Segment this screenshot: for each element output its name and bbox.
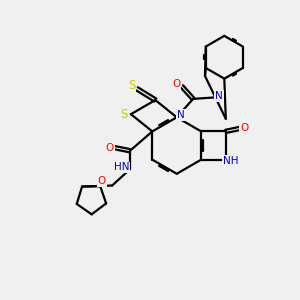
Text: N: N: [177, 110, 185, 120]
Text: N: N: [215, 91, 223, 101]
Text: S: S: [128, 79, 135, 92]
Text: O: O: [98, 176, 106, 186]
Text: NH: NH: [223, 156, 238, 166]
Text: S: S: [121, 108, 128, 121]
Text: O: O: [172, 79, 181, 89]
Text: HN: HN: [114, 162, 129, 172]
Text: O: O: [106, 143, 114, 153]
Text: O: O: [240, 124, 248, 134]
